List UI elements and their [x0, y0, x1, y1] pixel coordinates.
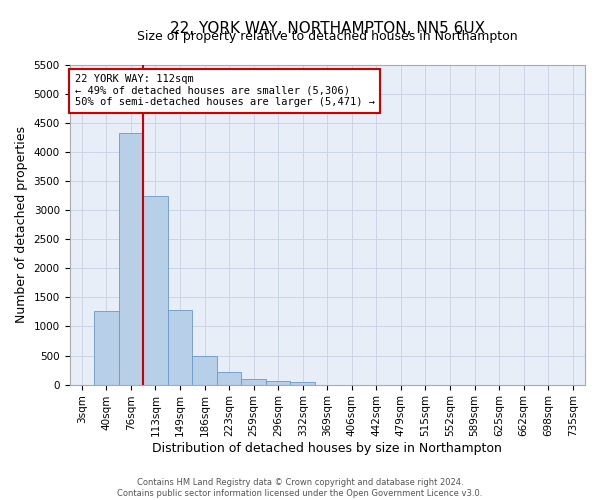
Bar: [119, 132, 143, 384]
X-axis label: Distribution of detached houses by size in Northampton: Distribution of detached houses by size …: [152, 442, 502, 455]
Text: Contains HM Land Registry data © Crown copyright and database right 2024.
Contai: Contains HM Land Registry data © Crown c…: [118, 478, 482, 498]
Bar: [266, 381, 290, 384]
Bar: [143, 196, 168, 384]
Bar: [241, 380, 266, 384]
Bar: [290, 382, 315, 384]
Bar: [94, 310, 119, 384]
Text: 22, YORK WAY, NORTHAMPTON, NN5 6UX: 22, YORK WAY, NORTHAMPTON, NN5 6UX: [170, 21, 485, 36]
Y-axis label: Number of detached properties: Number of detached properties: [15, 126, 28, 323]
Text: 22 YORK WAY: 112sqm
← 49% of detached houses are smaller (5,306)
50% of semi-det: 22 YORK WAY: 112sqm ← 49% of detached ho…: [74, 74, 374, 108]
Bar: [192, 356, 217, 384]
Title: Size of property relative to detached houses in Northampton: Size of property relative to detached ho…: [137, 30, 518, 43]
Bar: [168, 310, 192, 384]
Bar: [217, 372, 241, 384]
